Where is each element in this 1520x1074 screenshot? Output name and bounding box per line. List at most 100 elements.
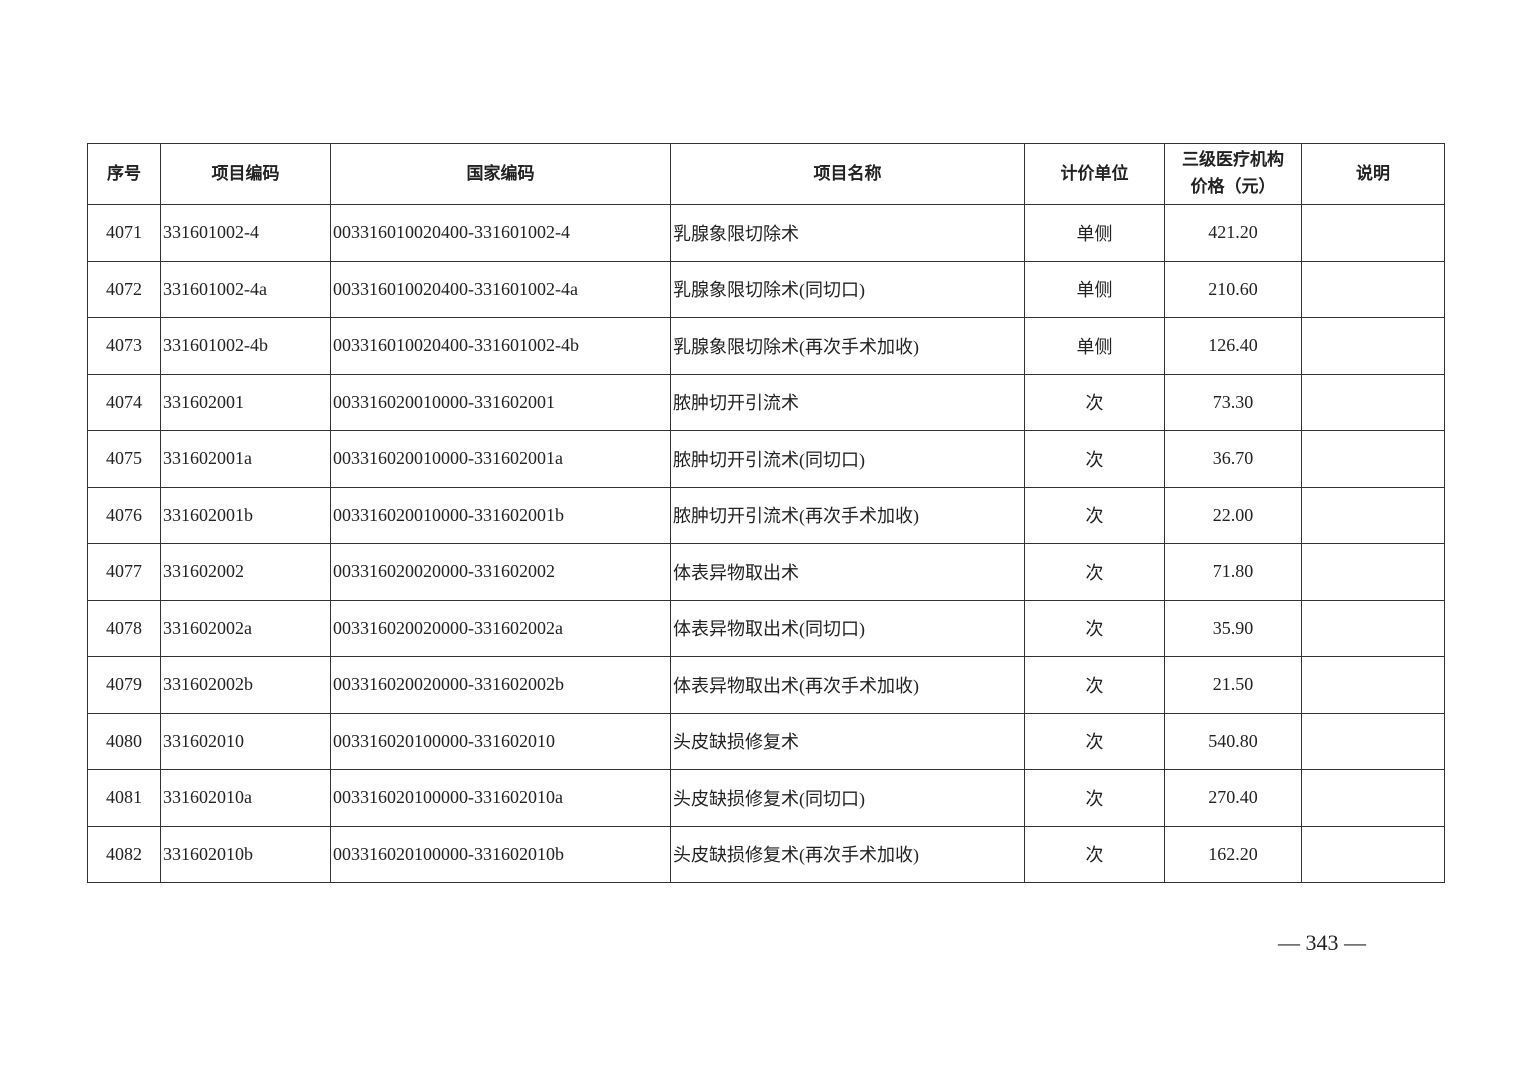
header-price: 三级医疗机构 价格（元） (1164, 143, 1302, 205)
cell-price: 21.50 (1164, 656, 1302, 714)
cell-unit: 次 (1024, 486, 1165, 544)
header-item-name: 项目名称 (670, 143, 1025, 205)
cell-notes (1301, 656, 1445, 714)
cell-item-name: 脓肿切开引流术(再次手术加收) (670, 486, 1025, 544)
table-row: 4072 331601002-4a 003316010020400-33160100… (87, 260, 1445, 318)
cell-price: 421.20 (1164, 204, 1302, 262)
table-row: 4075 331602001a 003316020010000-331602001a… (87, 430, 1445, 488)
cell-unit: 次 (1024, 543, 1165, 601)
cell-national-code: 003316020020000-331602002b (330, 656, 671, 714)
table-row: 4071 331601002-4 003316010020400-331601002… (87, 204, 1445, 262)
header-seq: 序号 (87, 143, 161, 205)
header-notes: 说明 (1301, 143, 1445, 205)
cell-national-code: 003316020020000-331602002a (330, 599, 671, 657)
cell-notes (1301, 543, 1445, 601)
table-row: 4076 331602001b 003316020010000-331602001b… (87, 486, 1445, 544)
cell-unit: 次 (1024, 825, 1165, 883)
table-row: 4078 331602002a 003316020020000-331602002a… (87, 599, 1445, 657)
table-row: 4077 331602002 003316020020000-331602002 体表… (87, 543, 1445, 601)
cell-national-code: 003316020010000-331602001b (330, 486, 671, 544)
cell-national-code: 003316010020400-331601002-4a (330, 260, 671, 318)
cell-national-code: 003316020010000-331602001a (330, 430, 671, 488)
cell-price: 162.20 (1164, 825, 1302, 883)
cell-unit: 次 (1024, 430, 1165, 488)
cell-item-name: 体表异物取出术(同切口) (670, 599, 1025, 657)
cell-item-name: 脓肿切开引流术 (670, 373, 1025, 431)
cell-seq: 4080 (87, 712, 161, 770)
cell-item-code: 331602001 (160, 373, 331, 431)
cell-price: 126.40 (1164, 317, 1302, 375)
cell-item-code: 331602002a (160, 599, 331, 657)
table-header-row: 序号 项目编码 国家编码 项目名称 计价单位 三级医疗机构 价格（元） 说明 (87, 143, 1445, 205)
cell-notes (1301, 317, 1445, 375)
header-price-line2: 价格（元） (1190, 177, 1276, 197)
cell-item-code: 331602010 (160, 712, 331, 770)
cell-notes (1301, 260, 1445, 318)
page-number: — 343 — (1278, 930, 1366, 955)
table-row: 4082 331602010b 003316020100000-331602010b… (87, 825, 1445, 883)
cell-unit: 次 (1024, 373, 1165, 431)
table-row: 4081 331602010a 003316020100000-331602010a… (87, 769, 1445, 827)
cell-price: 73.30 (1164, 373, 1302, 431)
cell-item-name: 乳腺象限切除术(再次手术加收) (670, 317, 1025, 375)
cell-notes (1301, 486, 1445, 544)
cell-national-code: 003316020100000-331602010 (330, 712, 671, 770)
cell-item-name: 头皮缺损修复术 (670, 712, 1025, 770)
cell-seq: 4075 (87, 430, 161, 488)
cell-price: 540.80 (1164, 712, 1302, 770)
cell-item-code: 331602010b (160, 825, 331, 883)
cell-item-name: 头皮缺损修复术(同切口) (670, 769, 1025, 827)
cell-seq: 4081 (87, 769, 161, 827)
cell-seq: 4072 (87, 260, 161, 318)
cell-item-name: 头皮缺损修复术(再次手术加收) (670, 825, 1025, 883)
cell-item-code: 331602002 (160, 543, 331, 601)
cell-seq: 4078 (87, 599, 161, 657)
cell-unit: 次 (1024, 599, 1165, 657)
header-item-code: 项目编码 (160, 143, 331, 205)
cell-item-code: 331602001b (160, 486, 331, 544)
cell-unit: 次 (1024, 712, 1165, 770)
cell-item-name: 体表异物取出术(再次手术加收) (670, 656, 1025, 714)
cell-item-code: 331602002b (160, 656, 331, 714)
cell-unit: 次 (1024, 769, 1165, 827)
cell-item-code: 331602010a (160, 769, 331, 827)
cell-item-code: 331602001a (160, 430, 331, 488)
cell-notes (1301, 599, 1445, 657)
header-national-code: 国家编码 (330, 143, 671, 205)
cell-seq: 4079 (87, 656, 161, 714)
cell-item-name: 乳腺象限切除术(同切口) (670, 260, 1025, 318)
cell-notes (1301, 825, 1445, 883)
table-row: 4073 331601002-4b 003316010020400-33160100… (87, 317, 1445, 375)
cell-item-name: 乳腺象限切除术 (670, 204, 1025, 262)
cell-unit: 单侧 (1024, 204, 1165, 262)
cell-national-code: 003316010020400-331601002-4 (330, 204, 671, 262)
cell-notes (1301, 769, 1445, 827)
cell-national-code: 003316020100000-331602010a (330, 769, 671, 827)
cell-item-code: 331601002-4 (160, 204, 331, 262)
cell-seq: 4071 (87, 204, 161, 262)
cell-notes (1301, 204, 1445, 262)
cell-notes (1301, 430, 1445, 488)
table-row: 4079 331602002b 003316020020000-331602002b… (87, 656, 1445, 714)
cell-price: 35.90 (1164, 599, 1302, 657)
cell-seq: 4077 (87, 543, 161, 601)
cell-notes (1301, 373, 1445, 431)
cell-unit: 单侧 (1024, 260, 1165, 318)
cell-unit: 单侧 (1024, 317, 1165, 375)
cell-seq: 4073 (87, 317, 161, 375)
cell-national-code: 003316010020400-331601002-4b (330, 317, 671, 375)
cell-national-code: 003316020100000-331602010b (330, 825, 671, 883)
cell-item-name: 体表异物取出术 (670, 543, 1025, 601)
cell-seq: 4076 (87, 486, 161, 544)
cell-item-name: 脓肿切开引流术(同切口) (670, 430, 1025, 488)
cell-item-code: 331601002-4b (160, 317, 331, 375)
cell-price: 36.70 (1164, 430, 1302, 488)
cell-price: 270.40 (1164, 769, 1302, 827)
cell-unit: 次 (1024, 656, 1165, 714)
cell-price: 22.00 (1164, 486, 1302, 544)
cell-national-code: 003316020010000-331602001 (330, 373, 671, 431)
cell-item-code: 331601002-4a (160, 260, 331, 318)
table-row: 4080 331602010 003316020100000-331602010 头皮… (87, 712, 1445, 770)
header-price-line1: 三级医疗机构 (1182, 150, 1284, 170)
cell-seq: 4074 (87, 373, 161, 431)
